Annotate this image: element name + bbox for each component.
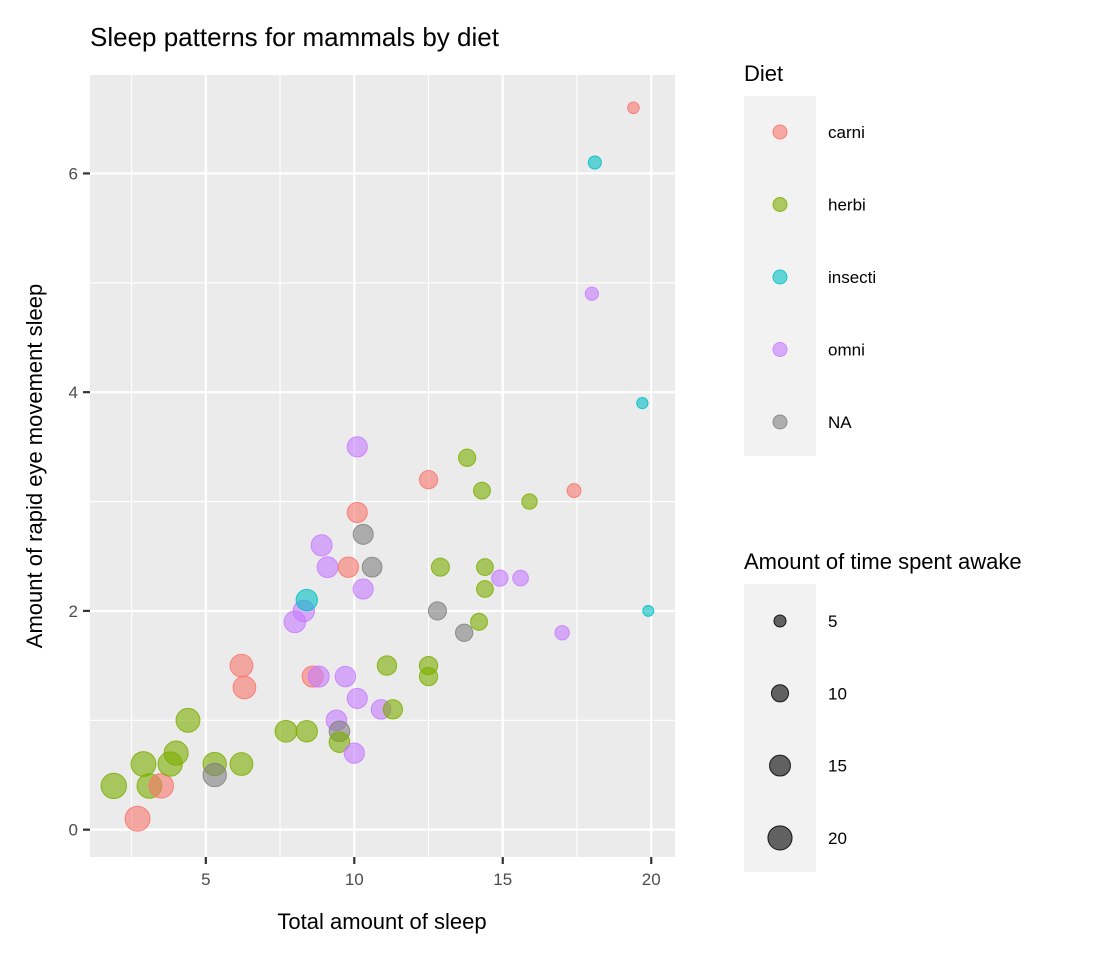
size-legend-label: 15 (828, 757, 847, 776)
size-legend-key (770, 684, 790, 703)
data-point (337, 556, 360, 578)
data-point (295, 588, 318, 612)
color-legend-title: Diet (744, 61, 783, 86)
data-point (427, 601, 447, 621)
data-point (307, 665, 330, 688)
color-legend-key (772, 414, 788, 430)
plot-panel (90, 75, 675, 857)
x-tick-label: 10 (345, 870, 364, 889)
data-point (627, 101, 640, 115)
data-point (202, 762, 227, 788)
data-point (521, 493, 538, 510)
data-point (458, 448, 477, 467)
color-legend: Diet carni herbi insecti omni NA (744, 61, 876, 456)
data-point (346, 687, 368, 709)
color-legend-key (772, 124, 788, 140)
data-point (274, 719, 298, 743)
size-legend-key (773, 614, 787, 628)
data-point (491, 569, 509, 587)
data-point (352, 578, 374, 600)
data-points (100, 101, 655, 832)
y-tick-label: 6 (69, 164, 78, 183)
y-axis: 0 2 4 6 (69, 164, 90, 840)
data-point (512, 569, 529, 587)
color-legend-key (772, 342, 788, 357)
data-point (352, 523, 374, 545)
data-point (100, 772, 127, 800)
grid-minor (90, 75, 675, 857)
data-point (587, 155, 602, 170)
size-legend: Amount of time spent awake 5 10 15 20 (744, 549, 1022, 872)
chart-title: Sleep patterns for mammals by diet (90, 22, 500, 52)
data-point (430, 557, 450, 577)
data-point (476, 580, 494, 598)
data-point (310, 534, 333, 557)
size-legend-label: 20 (828, 829, 847, 848)
data-point (232, 675, 257, 700)
color-legend-label: carni (828, 123, 865, 142)
data-point (642, 604, 655, 617)
color-legend-label: omni (828, 341, 865, 360)
data-point (229, 752, 254, 776)
size-legend-label: 10 (828, 684, 847, 703)
color-legend-label: herbi (828, 196, 866, 215)
size-legend-label: 5 (828, 612, 837, 631)
data-point (346, 436, 368, 458)
data-point (554, 625, 570, 641)
data-point (295, 720, 318, 743)
data-point (418, 470, 439, 490)
data-point (346, 501, 368, 524)
color-legend-key (772, 269, 788, 285)
data-point (476, 558, 494, 577)
y-axis-title: Amount of rapid eye movement sleep (22, 284, 47, 648)
y-tick-label: 0 (69, 821, 78, 840)
data-point (316, 556, 339, 579)
x-tick-label: 5 (201, 870, 210, 889)
x-tick-label: 15 (493, 870, 512, 889)
size-legend-key (769, 754, 791, 777)
data-point (566, 483, 582, 499)
data-point (454, 623, 474, 642)
data-point (361, 556, 383, 578)
data-point (418, 666, 439, 687)
grid-major (90, 75, 675, 857)
data-point (130, 751, 157, 777)
data-point (343, 742, 365, 764)
data-point (636, 397, 649, 410)
data-point (470, 612, 488, 631)
y-tick-label: 4 (69, 383, 78, 402)
color-legend-key (772, 197, 788, 212)
data-point (148, 773, 174, 799)
data-point (584, 286, 599, 301)
x-tick-label: 20 (642, 870, 661, 889)
data-point (124, 805, 151, 832)
color-legend-label: insecti (828, 268, 876, 287)
x-axis-title: Total amount of sleep (277, 909, 486, 934)
data-point (163, 740, 189, 766)
data-point (473, 481, 491, 500)
size-legend-keys-background (744, 584, 816, 872)
data-point (376, 655, 398, 676)
color-legend-label: NA (828, 413, 852, 432)
size-legend-key (767, 825, 793, 851)
data-point (229, 653, 254, 678)
data-point (328, 731, 351, 753)
data-point (334, 665, 357, 688)
y-tick-label: 2 (69, 602, 78, 621)
data-point (175, 707, 201, 733)
size-legend-title: Amount of time spent awake (744, 549, 1022, 574)
x-axis: 5 10 15 20 (201, 857, 661, 889)
data-point (382, 699, 404, 720)
